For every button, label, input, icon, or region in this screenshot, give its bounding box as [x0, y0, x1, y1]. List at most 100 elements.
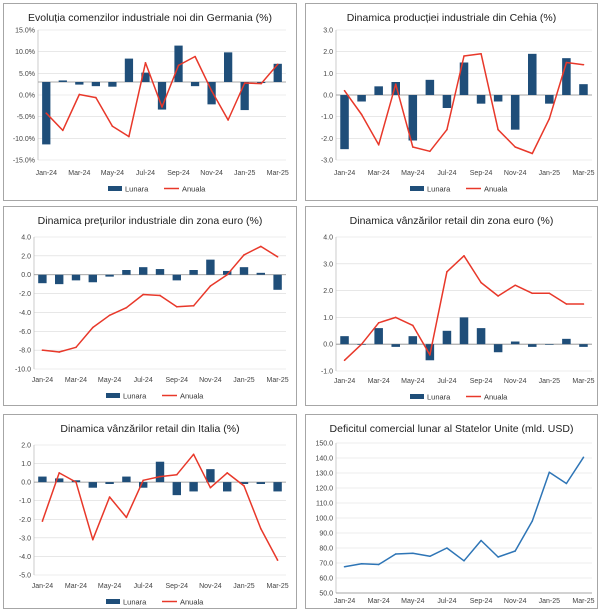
- legend-label-annual: Anuala: [180, 598, 204, 607]
- bar-monthly-Oct-24: [189, 482, 198, 492]
- x-tick-label: Mar-24: [65, 583, 87, 590]
- bar-monthly-Aug-24: [459, 62, 469, 95]
- legend-swatch-monthly: [108, 186, 122, 191]
- line-point-Aug-24: [159, 294, 161, 297]
- y-tick-label: 0.0: [323, 342, 333, 349]
- x-tick-label: Mar-24: [65, 377, 87, 384]
- bar-monthly-Apr-24: [91, 82, 100, 87]
- line-point-Feb-25: [565, 61, 568, 64]
- line-point-Dec-24: [227, 119, 229, 121]
- line-point-Oct-24: [497, 128, 499, 131]
- bar-monthly-Aug-24: [157, 82, 167, 110]
- bar-monthly-Jan-24: [340, 336, 349, 345]
- chart-panel-eurozone-prices: Dinamica prețurilor industriale din zona…: [3, 206, 297, 406]
- bar-monthly-Mar-24: [71, 274, 81, 281]
- bar-monthly-Apr-24: [391, 344, 400, 347]
- y-tick-label: -2.0: [321, 136, 333, 143]
- legend-label-annual: Anuala: [484, 393, 508, 402]
- bar-monthly-Oct-24: [493, 95, 503, 102]
- line-point-Aug-24: [463, 254, 465, 257]
- line-point-Mar-25: [582, 456, 585, 459]
- bar-monthly-Jun-24: [122, 270, 131, 275]
- bar-monthly-Jul-24: [141, 72, 150, 82]
- bar-monthly-Jun-24: [122, 476, 131, 483]
- line-point-Oct-24: [192, 305, 195, 307]
- line-point-Mar-24: [377, 563, 380, 566]
- line-point-Sep-24: [177, 64, 180, 67]
- y-tick-label: -4.0: [19, 310, 31, 317]
- x-tick-label: Mar-24: [368, 378, 390, 385]
- x-tick-label: Jan-25: [234, 170, 256, 177]
- bar-monthly-Nov-24: [510, 341, 520, 345]
- bar-monthly-Feb-25: [256, 272, 265, 275]
- x-tick-label: May-24: [98, 377, 121, 384]
- bar-monthly-May-24: [408, 336, 418, 345]
- y-tick-label: 3.0: [323, 28, 333, 35]
- bar-monthly-Feb-25: [562, 58, 571, 95]
- bar-monthly-Jan-24: [38, 476, 47, 483]
- y-tick-label: 120.0: [315, 486, 333, 493]
- y-tick-label: 1.0: [21, 461, 31, 468]
- line-point-May-24: [108, 496, 111, 498]
- bar-monthly-Sep-24: [476, 328, 486, 345]
- x-tick-label: Jul-24: [437, 170, 456, 177]
- line-point-Jul-24: [142, 479, 144, 482]
- x-tick-label: Mar-24: [68, 170, 90, 177]
- line-point-Aug-24: [463, 559, 465, 562]
- line-point-Mar-25: [276, 63, 279, 66]
- chart-title: Dinamica prețurilor industriale din zona…: [37, 215, 263, 227]
- line-point-Mar-24: [78, 93, 81, 96]
- line-point-Feb-25: [260, 82, 263, 85]
- bar-monthly-Sep-24: [172, 274, 181, 281]
- line-point-Jan-24: [41, 349, 44, 351]
- x-tick-label: Jan-25: [233, 377, 255, 384]
- x-tick-label: Nov-24: [504, 378, 527, 385]
- x-tick-label: Mar-25: [267, 583, 289, 590]
- line-point-Apr-24: [394, 553, 397, 555]
- x-tick-label: May-24: [101, 170, 124, 177]
- line-point-Jul-24: [446, 547, 448, 549]
- chart-germany-orders: 15.0%10.0%5.0%0.0%-5.0%-10.0%-15.0%Jan-2…: [13, 28, 289, 194]
- line-point-Jan-24: [45, 112, 48, 114]
- bar-monthly-Dec-24: [223, 270, 232, 275]
- y-tick-label: 10.0%: [15, 49, 35, 56]
- line-point-Aug-24: [159, 475, 161, 478]
- bar-monthly-Jun-24: [425, 79, 435, 95]
- chart-title: Dinamica producției industriale din Cehi…: [346, 12, 557, 24]
- line-point-Mar-24: [377, 144, 380, 146]
- line-point-Jan-25: [548, 471, 551, 474]
- bar-monthly-Jan-25: [240, 82, 249, 111]
- legend-label-monthly: Lunara: [125, 185, 149, 194]
- line-point-May-24: [412, 324, 414, 327]
- line-point-Jan-25: [243, 485, 245, 487]
- line-point-Jan-24: [41, 520, 44, 522]
- x-tick-label: Sep-24: [470, 378, 493, 385]
- line-point-May-24: [111, 125, 114, 127]
- line-point-Aug-24: [161, 106, 163, 108]
- line-point-Feb-24: [360, 113, 363, 116]
- y-tick-label: 2.0: [323, 49, 333, 56]
- bar-monthly-Oct-24: [190, 82, 200, 87]
- y-tick-label: 80.0: [319, 546, 333, 553]
- x-tick-label: Jan-25: [539, 598, 561, 605]
- bar-monthly-Jan-25: [545, 95, 554, 104]
- line-point-Feb-25: [565, 482, 568, 485]
- bar-monthly-Jul-24: [442, 330, 452, 345]
- line-point-Nov-24: [210, 90, 213, 92]
- line-point-Jun-24: [429, 150, 431, 153]
- legend-swatch-monthly: [106, 393, 120, 398]
- x-tick-label: Mar-25: [572, 170, 594, 177]
- y-tick-label: 60.0: [319, 576, 333, 583]
- x-tick-label: Sep-24: [470, 170, 493, 177]
- y-tick-label: 2.0: [21, 443, 31, 450]
- bar-monthly-Jan-25: [239, 267, 249, 275]
- x-tick-label: Mar-25: [267, 170, 289, 177]
- x-tick-label: Jul-24: [134, 583, 153, 590]
- y-tick-label: -5.0%: [17, 114, 35, 121]
- line-point-Jun-24: [429, 354, 431, 356]
- y-tick-label: 0.0: [21, 480, 31, 487]
- legend-label-annual: Anuala: [180, 392, 204, 401]
- y-tick-label: 2.0: [323, 288, 333, 295]
